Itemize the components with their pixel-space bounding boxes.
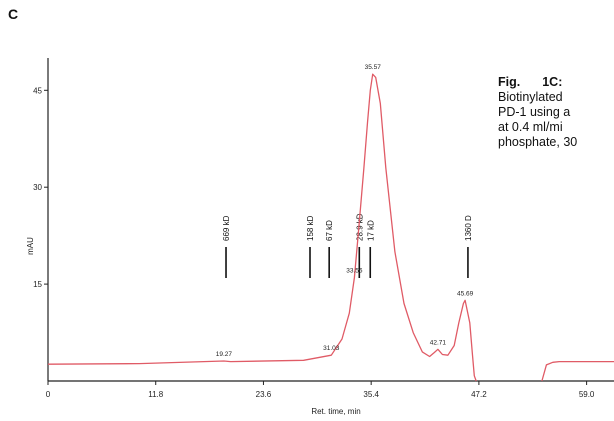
standard-label: 1360 D — [464, 215, 473, 241]
x-tick-label: 11.8 — [148, 390, 164, 399]
standard-label: 158 kD — [306, 215, 315, 241]
figure-caption: Fig. 1C: Biotinylated PD-1 using a at 0.4… — [498, 75, 614, 150]
caption-title-num: 1C: — [542, 75, 563, 89]
standard-label: 17 kD — [366, 220, 375, 241]
caption-line: phosphate, 30 — [498, 135, 578, 149]
series-line — [47, 73, 477, 382]
caption-line: at 0.4 ml/mi — [498, 120, 563, 134]
peak-label: 45.69 — [457, 290, 474, 297]
caption-line: PD-1 using a — [498, 105, 571, 119]
mw-standards: 669 kD 158 kD 67 kD 28.9 kD 17 kD 1360 D — [222, 213, 473, 278]
standard-label: 67 kD — [325, 220, 334, 241]
peak-label: 33.56 — [346, 268, 363, 275]
y-tick-label: 45 — [33, 86, 42, 95]
standard-label: 669 kD — [222, 215, 231, 241]
x-tick-label: 35.4 — [363, 390, 379, 399]
x-tick-label: 59.0 — [579, 390, 595, 399]
series-line — [541, 360, 614, 382]
caption-title-fig: Fig. — [498, 75, 521, 89]
caption-title: Fig. 1C: — [498, 75, 614, 90]
panel-label: C — [8, 6, 19, 22]
y-tick-label: 15 — [33, 280, 42, 289]
peak-label: 35.57 — [365, 64, 382, 71]
peak-label: 19.27 — [216, 351, 233, 358]
peak-labels: 19.27 31.03 33.56 35.57 42.71 45.69 — [216, 64, 474, 358]
y-ticks: 15 30 45 — [33, 86, 48, 289]
axes — [47, 58, 614, 382]
series-lines — [47, 73, 614, 382]
x-tick-label: 0 — [46, 390, 51, 399]
y-tick-label: 30 — [33, 183, 42, 192]
x-tick-label: 23.6 — [256, 390, 272, 399]
peak-label: 42.71 — [430, 339, 447, 346]
x-tick-label: 47.2 — [471, 390, 487, 399]
x-axis-label: Ret. time, min — [311, 407, 360, 416]
x-ticks: 0 11.8 23.6 35.4 47.2 59.0 — [46, 381, 595, 399]
y-axis-label: mAU — [26, 237, 35, 255]
standard-label: 28.9 kD — [355, 213, 364, 241]
peak-label: 31.03 — [323, 345, 340, 352]
caption-line: Biotinylated — [498, 90, 563, 104]
